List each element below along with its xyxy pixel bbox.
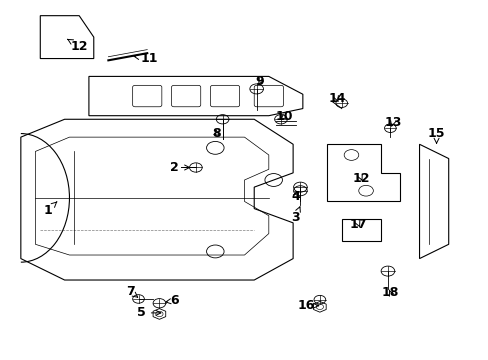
Text: 10: 10 xyxy=(275,110,292,123)
Text: 14: 14 xyxy=(327,92,345,105)
Text: 13: 13 xyxy=(384,116,401,129)
Text: 6: 6 xyxy=(165,294,179,307)
Text: 17: 17 xyxy=(349,218,367,231)
Text: 2: 2 xyxy=(169,161,189,174)
Text: 9: 9 xyxy=(255,75,264,88)
Text: 4: 4 xyxy=(290,190,299,203)
Text: 15: 15 xyxy=(427,127,445,143)
Text: 8: 8 xyxy=(212,127,221,140)
Text: 12: 12 xyxy=(352,172,369,185)
Text: 18: 18 xyxy=(381,286,398,299)
Text: 12: 12 xyxy=(67,39,88,53)
Text: 16: 16 xyxy=(298,299,318,312)
Text: 11: 11 xyxy=(134,52,158,65)
Text: 1: 1 xyxy=(43,202,57,217)
Text: 7: 7 xyxy=(125,285,138,298)
Text: 5: 5 xyxy=(137,306,161,319)
Text: 3: 3 xyxy=(291,207,300,224)
